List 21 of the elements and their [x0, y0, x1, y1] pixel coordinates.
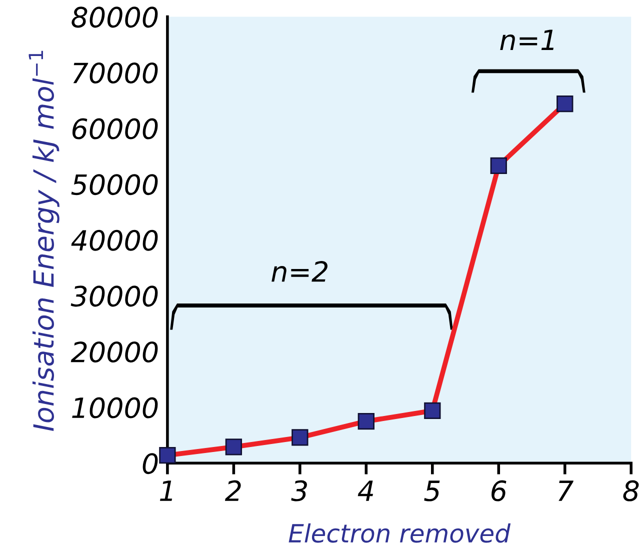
x-tick-label: 2	[224, 480, 241, 501]
y-axis-title: Ionisation Energy / kJ mol$^{−1}$	[28, 50, 60, 431]
y-tick-label: 70000	[73, 62, 158, 84]
x-tick-label: 6	[492, 480, 506, 502]
x-tick-label: 5	[424, 480, 440, 502]
x-tick-label: 7	[558, 480, 574, 501]
x-tick-label: 8	[623, 480, 639, 502]
y-tick-label: 0	[142, 453, 158, 474]
y-tick-label: 20000	[70, 341, 158, 362]
y-tick-label: 30000	[70, 286, 158, 307]
y-tick-label: 10000	[72, 397, 158, 418]
annotation: n=1	[500, 30, 554, 50]
x-tick-label: 1	[160, 480, 172, 501]
y-tick-label: 60000	[72, 118, 158, 140]
x-tick-label: 3	[291, 480, 307, 502]
y-tick-label: 40000	[71, 230, 158, 251]
y-tick-label: 80000	[72, 6, 158, 28]
y-tick-label: 50000	[71, 174, 158, 196]
annotation: n=2	[272, 260, 328, 282]
x-axis-title: Electron removed	[288, 523, 511, 543]
x-tick-label: 4	[358, 480, 374, 501]
